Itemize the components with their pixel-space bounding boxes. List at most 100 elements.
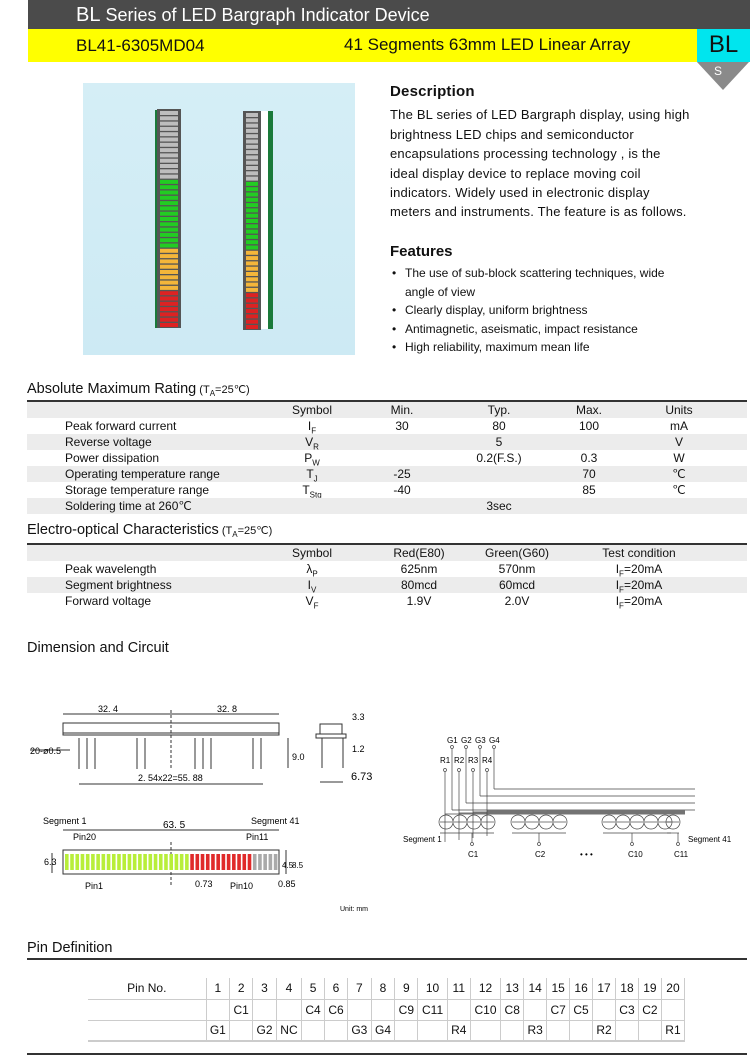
segment xyxy=(226,854,231,870)
table-cell: G2 xyxy=(252,1020,277,1041)
abs-max-table: Symbol Min. Typ. Max. Units Peak forward curr… xyxy=(27,400,747,514)
table-cell xyxy=(324,1020,348,1041)
led-segment xyxy=(246,128,258,133)
segment xyxy=(185,854,189,870)
column-header: Symbol xyxy=(291,403,332,417)
segment xyxy=(75,854,80,870)
led-segment xyxy=(160,243,178,248)
segment xyxy=(252,854,257,870)
table-cell: 14 xyxy=(523,978,548,999)
led-segment xyxy=(246,261,258,266)
table-cell: 2 xyxy=(229,978,254,999)
table-cell xyxy=(394,1020,419,1041)
segment xyxy=(143,854,147,870)
column-header: Typ. xyxy=(487,403,511,417)
row-label: Peak wavelength xyxy=(65,562,157,576)
segment xyxy=(153,854,158,870)
row-label: Pin No. xyxy=(88,978,207,999)
dimension-title: Dimension and Circuit xyxy=(27,640,169,656)
led-segment xyxy=(160,126,178,131)
svg-text:20-ø0.5: 20-ø0.5 xyxy=(30,746,61,756)
led-segment xyxy=(160,312,178,317)
table-cell: 16 xyxy=(569,978,594,999)
led-segment xyxy=(160,280,178,285)
table-cell: G4 xyxy=(371,1020,396,1041)
row-label xyxy=(88,999,207,1020)
divider xyxy=(27,958,747,960)
pin-label: R4 xyxy=(482,756,493,765)
table-cell: 11 xyxy=(447,978,471,999)
table-row: Soldering time at 260℃ 3sec xyxy=(27,498,747,514)
table-row: Operating temperature range TJ -25 70 ℃ xyxy=(27,466,747,484)
led-segment xyxy=(246,319,258,324)
led-segment xyxy=(246,245,258,250)
table-cell: 10 xyxy=(417,978,448,999)
table-cell: 3 xyxy=(252,978,277,999)
segment xyxy=(242,854,247,870)
table-cell: 13 xyxy=(500,978,525,999)
table-row: Pin No. 1 2 3 4 5 6 7 8 9 10 11 12 13 14 15 16 17 18 19 20 xyxy=(88,978,686,999)
segment xyxy=(70,854,74,870)
row-label: Reverse voltage xyxy=(65,435,152,449)
segment xyxy=(91,854,95,870)
led-segment xyxy=(246,139,258,144)
led-segment xyxy=(160,206,178,211)
led-segment xyxy=(160,169,178,174)
led-segment xyxy=(246,113,258,117)
column-header: Symbol xyxy=(291,546,332,560)
ellipsis: • • • xyxy=(580,850,593,859)
table-cell: C8 xyxy=(500,999,525,1020)
segment xyxy=(127,854,132,870)
table-cell: 5 xyxy=(301,978,326,999)
led-segment xyxy=(246,282,258,287)
segment xyxy=(268,854,273,870)
led-segment xyxy=(160,275,178,280)
series-header: BL Series of LED Bargraph Indicator Devi… xyxy=(28,0,750,29)
led-segment xyxy=(160,174,178,179)
features: FeaturesThe use of sub-block scattering … xyxy=(390,243,690,357)
column-header: Green(G60) xyxy=(484,546,550,560)
feature-item: The use of sub-block scattering techniqu… xyxy=(390,264,690,301)
led-segment xyxy=(160,111,178,115)
table-cell: W xyxy=(673,451,685,465)
table-cell: TJ xyxy=(306,467,318,484)
led-segment xyxy=(246,187,258,192)
table-cell: mA xyxy=(670,419,688,433)
led-segment xyxy=(160,190,178,195)
led-segment xyxy=(160,148,178,153)
column-header: Max. xyxy=(575,403,602,417)
segment xyxy=(96,854,100,870)
led-segment xyxy=(246,224,258,229)
segment xyxy=(132,854,137,870)
table-cell: ℃ xyxy=(672,467,686,481)
led-segment xyxy=(160,291,178,296)
table-cell: 3sec xyxy=(486,499,512,513)
table-cell: 70 xyxy=(582,467,596,481)
table-cell: 625nm xyxy=(400,562,438,576)
column-header: Units xyxy=(665,403,693,417)
led-segment xyxy=(160,259,178,264)
table-row: C1 C4 C6 C9 C11 C10 C8 C7 C5 C3 C2 xyxy=(88,999,686,1020)
table-cell: ℃ xyxy=(672,483,686,497)
svg-text:0.85: 0.85 xyxy=(278,879,296,889)
svg-text:Unit: mm: Unit: mm xyxy=(340,906,368,913)
table-cell: 17 xyxy=(592,978,616,999)
svg-text:Pin11: Pin11 xyxy=(246,832,268,842)
segment xyxy=(164,854,168,870)
led-segment xyxy=(160,132,178,137)
table-cell: VF xyxy=(305,594,319,611)
table-cell xyxy=(500,1020,525,1041)
table-cell: IF xyxy=(307,419,317,436)
table-cell: C7 xyxy=(546,999,571,1020)
segment-1-label: Segment 1 xyxy=(403,835,442,844)
pin-label: G4 xyxy=(489,736,500,745)
sub-badge-triangle xyxy=(697,62,749,90)
led-segment xyxy=(160,307,178,312)
segment xyxy=(200,854,205,870)
led-segment xyxy=(160,227,178,232)
table-cell: IF=20mA xyxy=(615,562,663,579)
segment xyxy=(158,854,163,870)
table-cell: 5 xyxy=(495,435,503,449)
led-segment xyxy=(160,158,178,163)
led-segment xyxy=(246,219,258,223)
